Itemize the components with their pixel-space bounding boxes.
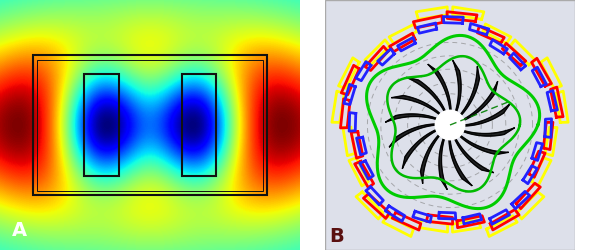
Bar xyxy=(37,60,263,190)
Polygon shape xyxy=(403,129,437,169)
Polygon shape xyxy=(462,128,515,136)
Polygon shape xyxy=(389,124,437,147)
Polygon shape xyxy=(463,81,497,121)
Polygon shape xyxy=(385,114,438,122)
Polygon shape xyxy=(460,66,479,116)
Bar xyxy=(33,55,267,195)
Polygon shape xyxy=(428,64,451,112)
Polygon shape xyxy=(406,77,446,113)
Bar xyxy=(182,74,216,176)
Polygon shape xyxy=(391,96,442,116)
Bar xyxy=(84,74,119,176)
Text: B: B xyxy=(329,226,344,246)
Polygon shape xyxy=(463,103,511,126)
Polygon shape xyxy=(449,138,472,186)
Circle shape xyxy=(435,110,465,140)
Polygon shape xyxy=(454,137,494,173)
Polygon shape xyxy=(453,60,461,113)
Text: A: A xyxy=(12,221,27,240)
Polygon shape xyxy=(421,134,440,184)
Polygon shape xyxy=(458,134,509,154)
Polygon shape xyxy=(439,137,447,190)
